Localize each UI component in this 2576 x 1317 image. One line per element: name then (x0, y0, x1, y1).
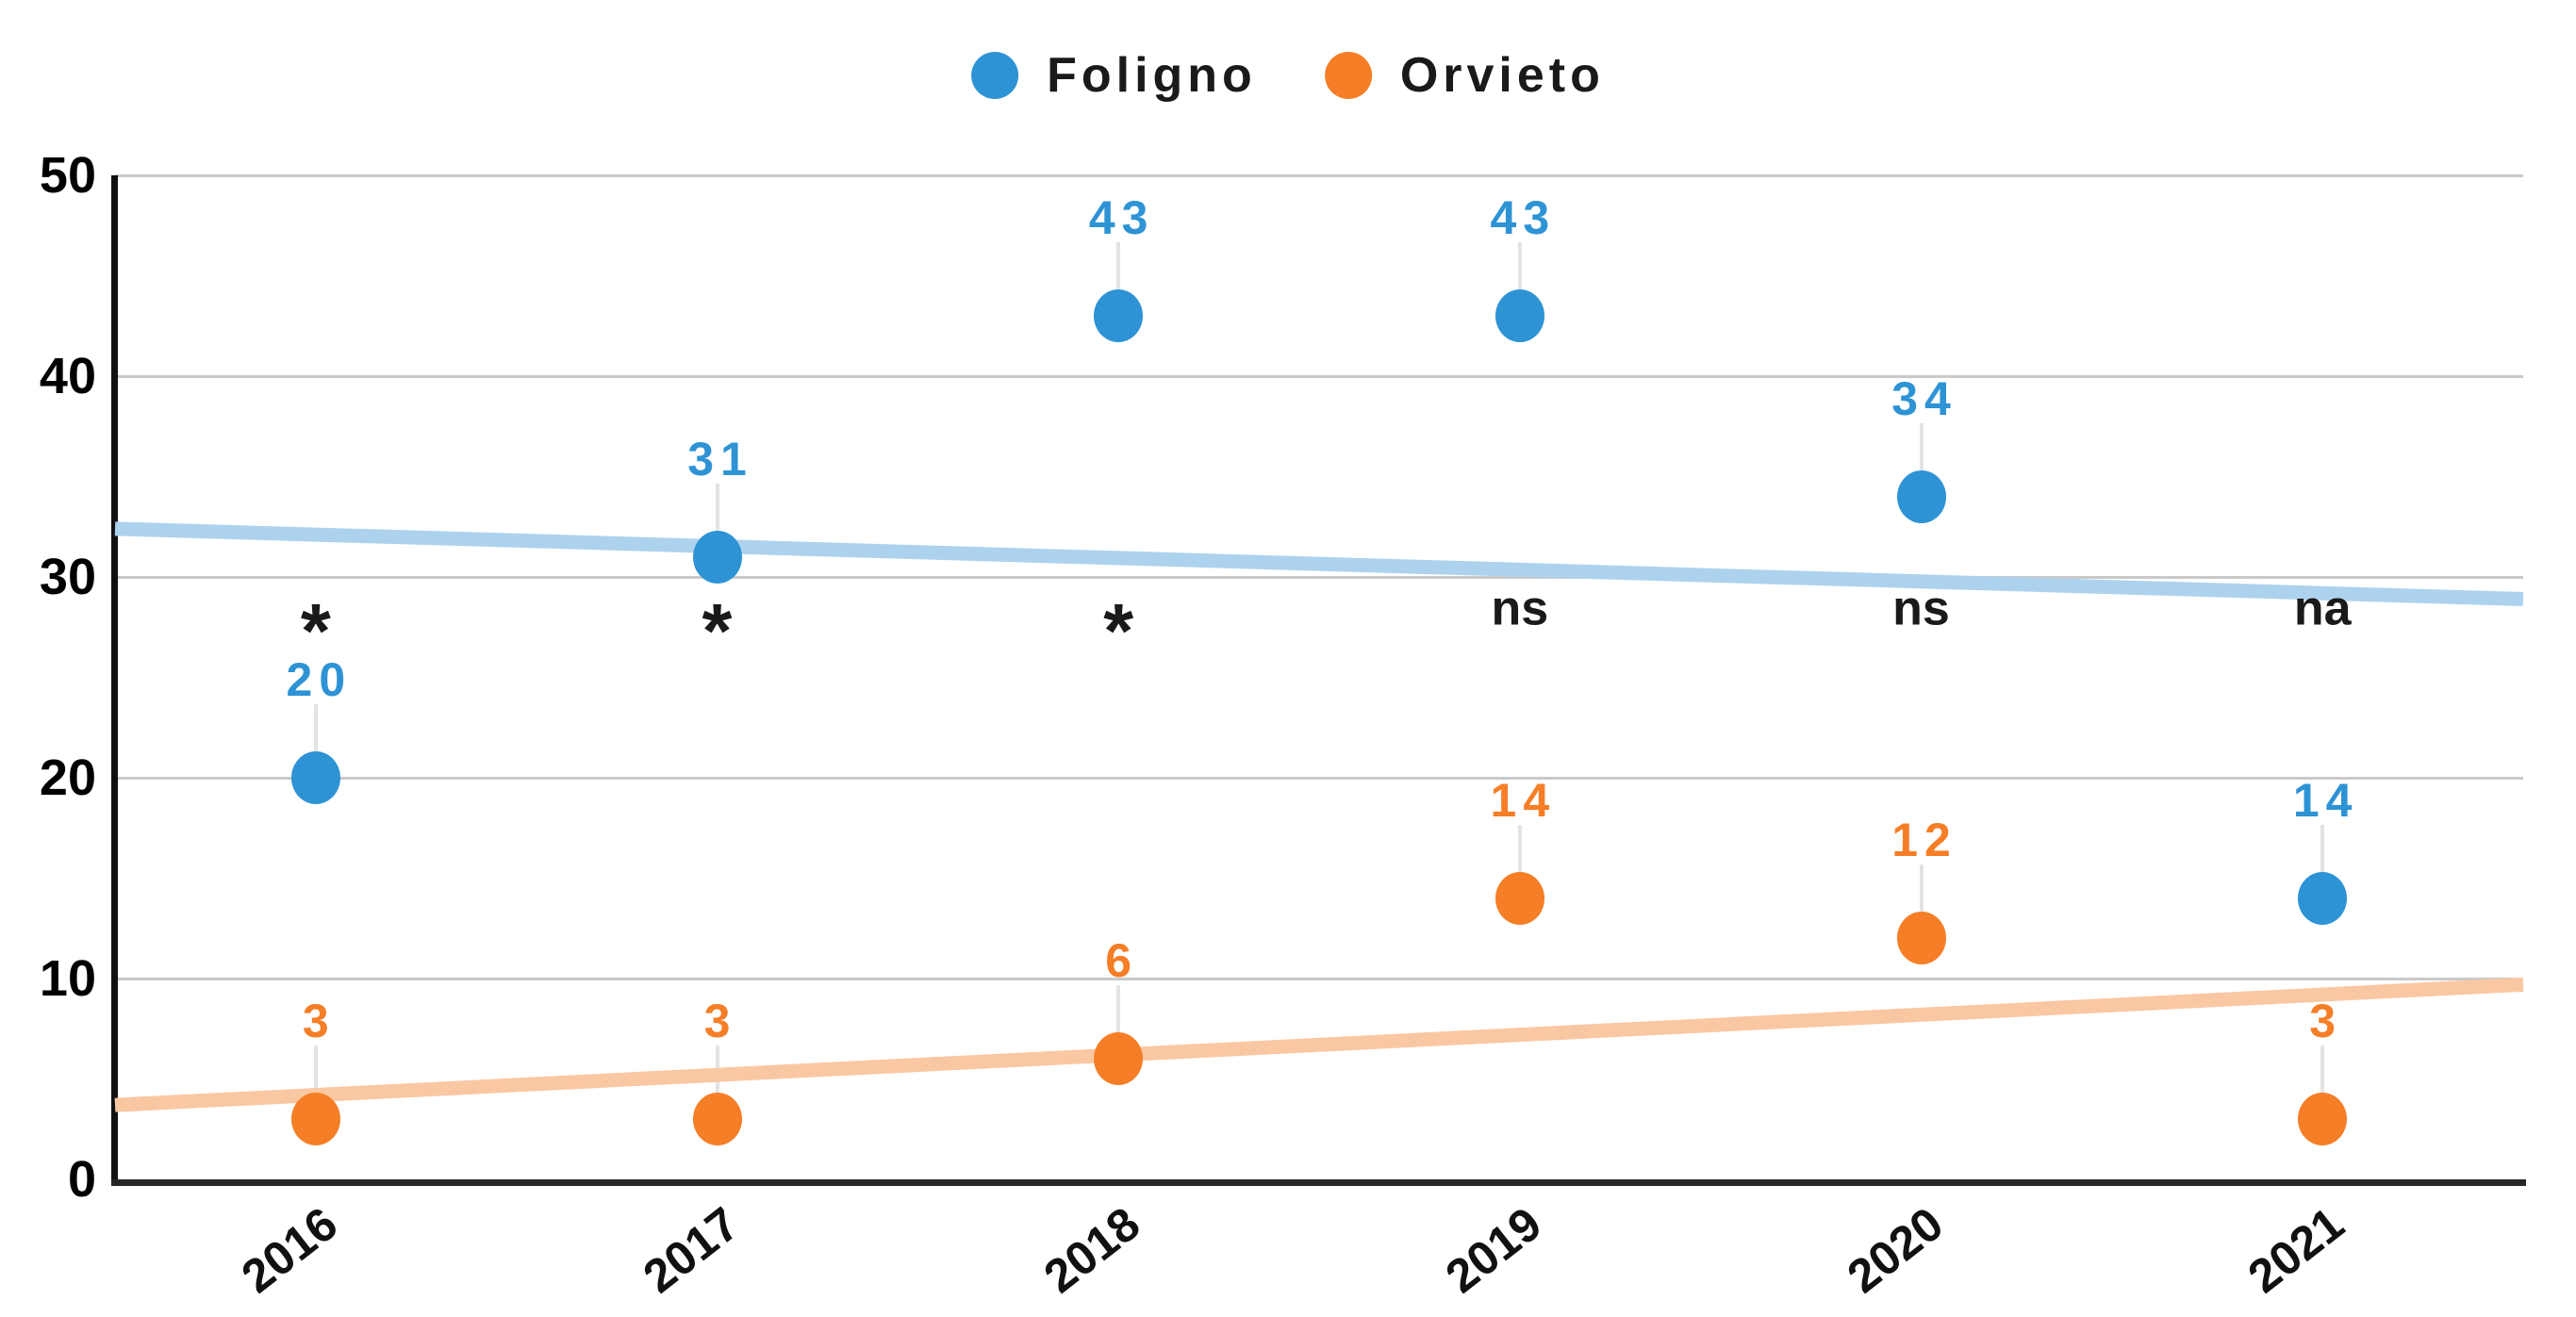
data-point-orvieto-2019 (1494, 871, 1544, 925)
data-point-foligno-2020 (1896, 469, 1946, 523)
data-point-orvieto-2021 (2298, 1093, 2348, 1146)
gridline (115, 374, 2523, 378)
trendline-orvieto (114, 977, 2524, 1112)
data-point-orvieto-2020 (1896, 912, 1946, 965)
significance-text: ns (1491, 581, 1549, 636)
y-tick-label: 10 (39, 950, 96, 1007)
legend-label-foligno: Foligno (1047, 48, 1257, 103)
legend-item-foligno: Foligno (971, 47, 1257, 104)
data-point-foligno-2018 (1094, 289, 1144, 343)
x-tick-label: 2018 (1034, 1196, 1150, 1304)
leader-line-foligno-2021 (2320, 824, 2325, 872)
data-label-foligno-2016: 20 (286, 653, 353, 706)
leader-line-foligno-2019 (1517, 242, 1522, 290)
data-label-orvieto-2016: 3 (302, 995, 336, 1048)
trendline-foligno (114, 521, 2524, 606)
significance-label-2019: ns (1491, 582, 1577, 667)
gridline (115, 575, 2523, 579)
y-tick-label: 50 (39, 147, 96, 204)
data-label-foligno-2019: 43 (1490, 191, 1557, 245)
data-label-orvieto-2018: 6 (1105, 934, 1139, 988)
orvieto-legend-dot-icon (1324, 52, 1372, 99)
data-label-foligno-2020: 34 (1891, 371, 1957, 425)
x-tick-label: 2017 (633, 1196, 749, 1304)
data-label-orvieto-2020: 12 (1891, 814, 1957, 867)
legend-item-orvieto: Orvieto (1324, 47, 1605, 104)
legend-label-orvieto: Orvieto (1399, 48, 1605, 103)
data-point-foligno-2016 (290, 751, 340, 804)
significance-text: * (702, 588, 733, 675)
data-point-foligno-2017 (692, 530, 742, 584)
leader-line-orvieto-2021 (2320, 1045, 2325, 1094)
x-tick-label: 2021 (2238, 1196, 2354, 1304)
data-label-orvieto-2021: 3 (2309, 995, 2343, 1048)
data-label-foligno-2021: 14 (2292, 773, 2359, 827)
y-tick-label: 40 (39, 348, 96, 404)
significance-label-2021: na (2294, 582, 2380, 667)
significance-text: * (300, 588, 331, 675)
gridline (115, 977, 2523, 980)
gridline (115, 173, 2523, 177)
significance-text: * (1103, 588, 1134, 675)
leader-line-foligno-2017 (715, 483, 719, 531)
x-tick-label: 2016 (231, 1196, 347, 1304)
plot-area: 20 31 43 43 34 14 3 3 6 14 12 3 * * * ns ns na (111, 173, 2526, 1186)
leader-line-foligno-2016 (313, 704, 318, 751)
significance-text: na (2293, 581, 2352, 636)
leader-line-orvieto-2016 (313, 1045, 318, 1094)
x-axis-line (111, 1179, 2526, 1186)
data-point-foligno-2019 (1494, 289, 1544, 343)
leader-line-orvieto-2019 (1517, 824, 1522, 872)
significance-text: ns (1892, 581, 1950, 636)
x-tick-label: 2020 (1837, 1196, 1953, 1304)
trendlines (114, 521, 2524, 1112)
significance-label-2020: ns (1892, 582, 1979, 667)
foligno-legend-dot-icon (971, 52, 1019, 99)
leader-line-foligno-2018 (1116, 242, 1121, 290)
data-point-orvieto-2018 (1094, 1032, 1144, 1086)
leader-line-orvieto-2018 (1116, 985, 1121, 1033)
significance-label-2017: * (702, 589, 748, 700)
data-point-foligno-2021 (2298, 871, 2348, 925)
legend: Foligno Orvieto (971, 47, 1605, 104)
data-label-orvieto-2017: 3 (703, 995, 737, 1048)
data-label-foligno-2018: 43 (1088, 191, 1155, 245)
x-tick-label: 2019 (1435, 1196, 1551, 1304)
leader-line-orvieto-2020 (1919, 864, 1924, 913)
y-tick-label: 20 (39, 749, 96, 806)
leader-line-foligno-2020 (1919, 422, 1924, 470)
data-label-orvieto-2019: 14 (1490, 773, 1557, 827)
data-point-orvieto-2017 (692, 1093, 742, 1146)
y-axis-line (111, 175, 118, 1186)
data-point-orvieto-2016 (290, 1093, 340, 1146)
significance-label-2016: * (301, 589, 346, 700)
data-label-foligno-2017: 31 (687, 432, 753, 486)
y-tick-label: 30 (39, 549, 96, 605)
gridline (115, 776, 2523, 780)
y-tick-label: 0 (67, 1151, 96, 1208)
significance-label-2018: * (1103, 589, 1148, 700)
